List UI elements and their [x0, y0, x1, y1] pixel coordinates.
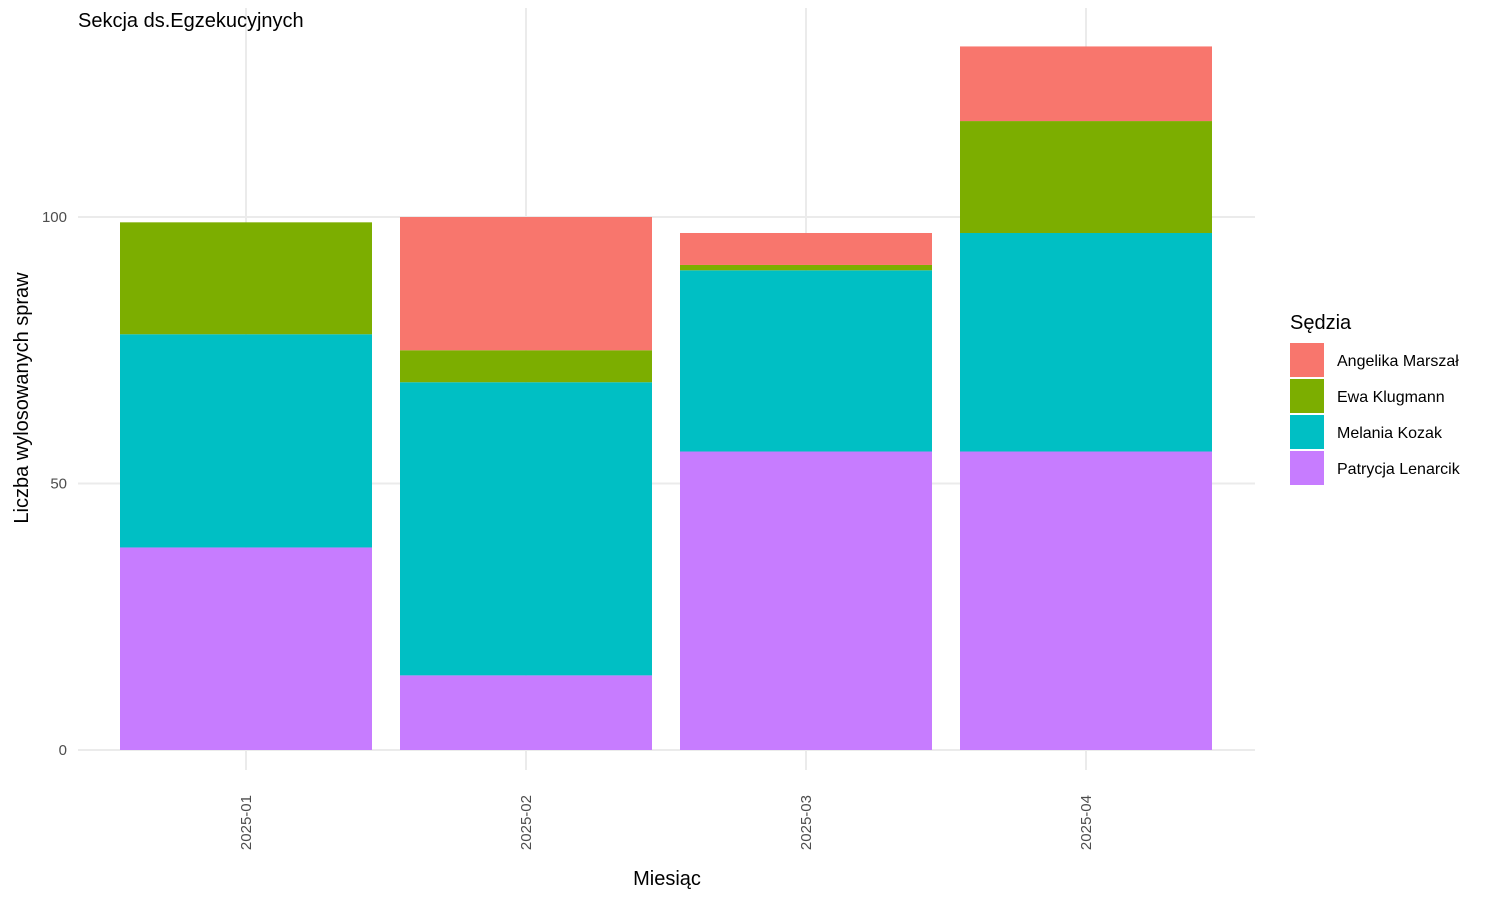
- bar-segment: [960, 451, 1212, 750]
- legend-title: Sędzia: [1290, 312, 1352, 334]
- bar-segment: [680, 264, 932, 271]
- bar-segment: [680, 270, 932, 452]
- legend-key: [1290, 379, 1324, 413]
- bar-segment: [400, 350, 652, 383]
- legend-key: [1290, 415, 1324, 449]
- x-tick-label: 2025-01: [238, 795, 255, 850]
- y-tick-label: 100: [42, 209, 67, 226]
- legend-label: Angelika Marszał: [1337, 353, 1459, 370]
- bar-segment: [400, 675, 652, 750]
- x-axis-ticks: 2025-01 2025-02 2025-03 2025-04: [238, 795, 1095, 850]
- bar-segment: [400, 217, 652, 351]
- bar-segment: [960, 232, 1212, 452]
- y-axis-title: Liczba wylosowanych spraw: [11, 272, 33, 524]
- bar-segment: [680, 232, 932, 265]
- bars: [120, 46, 1212, 750]
- bar-segment: [120, 334, 372, 548]
- legend-key: [1290, 451, 1324, 485]
- legend-key: [1290, 343, 1324, 377]
- x-tick-label: 2025-02: [518, 795, 535, 850]
- legend-label: Melania Kozak: [1337, 425, 1443, 442]
- legend: Sędzia Angelika Marszał Ewa Klugmann Melan…: [1290, 312, 1461, 485]
- y-tick-label: 50: [50, 476, 67, 493]
- y-tick-label: 0: [59, 742, 67, 759]
- bar-segment: [960, 46, 1212, 122]
- x-tick-label: 2025-03: [798, 795, 815, 850]
- bar-segment: [400, 382, 652, 676]
- legend-label: Patrycja Lenarcik: [1337, 461, 1461, 478]
- bar-segment: [120, 547, 372, 750]
- bar-segment: [120, 222, 372, 335]
- y-axis-ticks: 0 50 100: [42, 209, 67, 759]
- legend-label: Ewa Klugmann: [1337, 389, 1445, 406]
- x-tick-label: 2025-04: [1078, 795, 1095, 850]
- bar-segment: [680, 451, 932, 750]
- chart-title: Sekcja ds.Egzekucyjnych: [78, 10, 304, 32]
- legend-items: Angelika Marszał Ewa Klugmann Melania Koza…: [1290, 343, 1461, 485]
- bar-segment: [960, 121, 1212, 233]
- x-axis-title: Miesiąc: [633, 868, 701, 890]
